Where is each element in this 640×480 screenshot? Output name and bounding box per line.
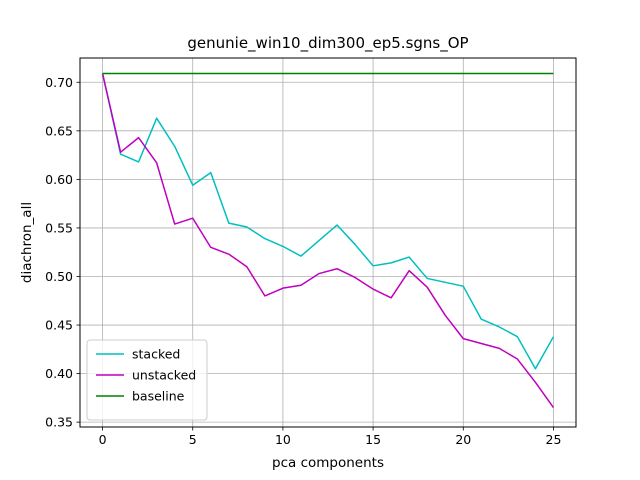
legend: stacked unstacked baseline [86,339,208,421]
legend-label-stacked: stacked [132,347,180,362]
y-tick-label: 0.35 [45,415,73,430]
plot-frame [79,57,577,428]
y-tick-label: 0.55 [45,220,73,235]
x-tick-label: 5 [189,432,197,447]
chart-title: genunie_win10_dim300_ep5.sgns_OP [187,34,468,53]
legend-label-baseline: baseline [132,389,185,404]
y-axis: 0.35 0.40 0.45 0.50 0.55 0.60 0.65 0.70 [45,75,80,430]
x-tick-label: 10 [275,432,291,447]
x-tick-label: 0 [99,432,107,447]
y-tick-label: 0.50 [45,269,73,284]
y-tick-label: 0.70 [45,75,73,90]
x-axis-label: pca components [272,455,384,471]
x-tick-label: 25 [546,432,562,447]
x-axis: 0 5 10 15 20 25 [99,427,562,447]
legend-box [86,339,208,421]
y-tick-label: 0.60 [45,172,73,187]
y-tick-label: 0.45 [45,318,73,333]
series-layer [101,72,555,409]
legend-label-unstacked: unstacked [132,368,196,383]
y-tick-label: 0.40 [45,366,73,381]
y-tick-label: 0.65 [45,123,73,138]
x-tick-label: 20 [455,432,471,447]
y-axis-label: diachron_all [19,202,35,283]
series-line-stacked [101,73,555,370]
x-tick-label: 15 [365,432,381,447]
series-line-unstacked [101,73,555,409]
